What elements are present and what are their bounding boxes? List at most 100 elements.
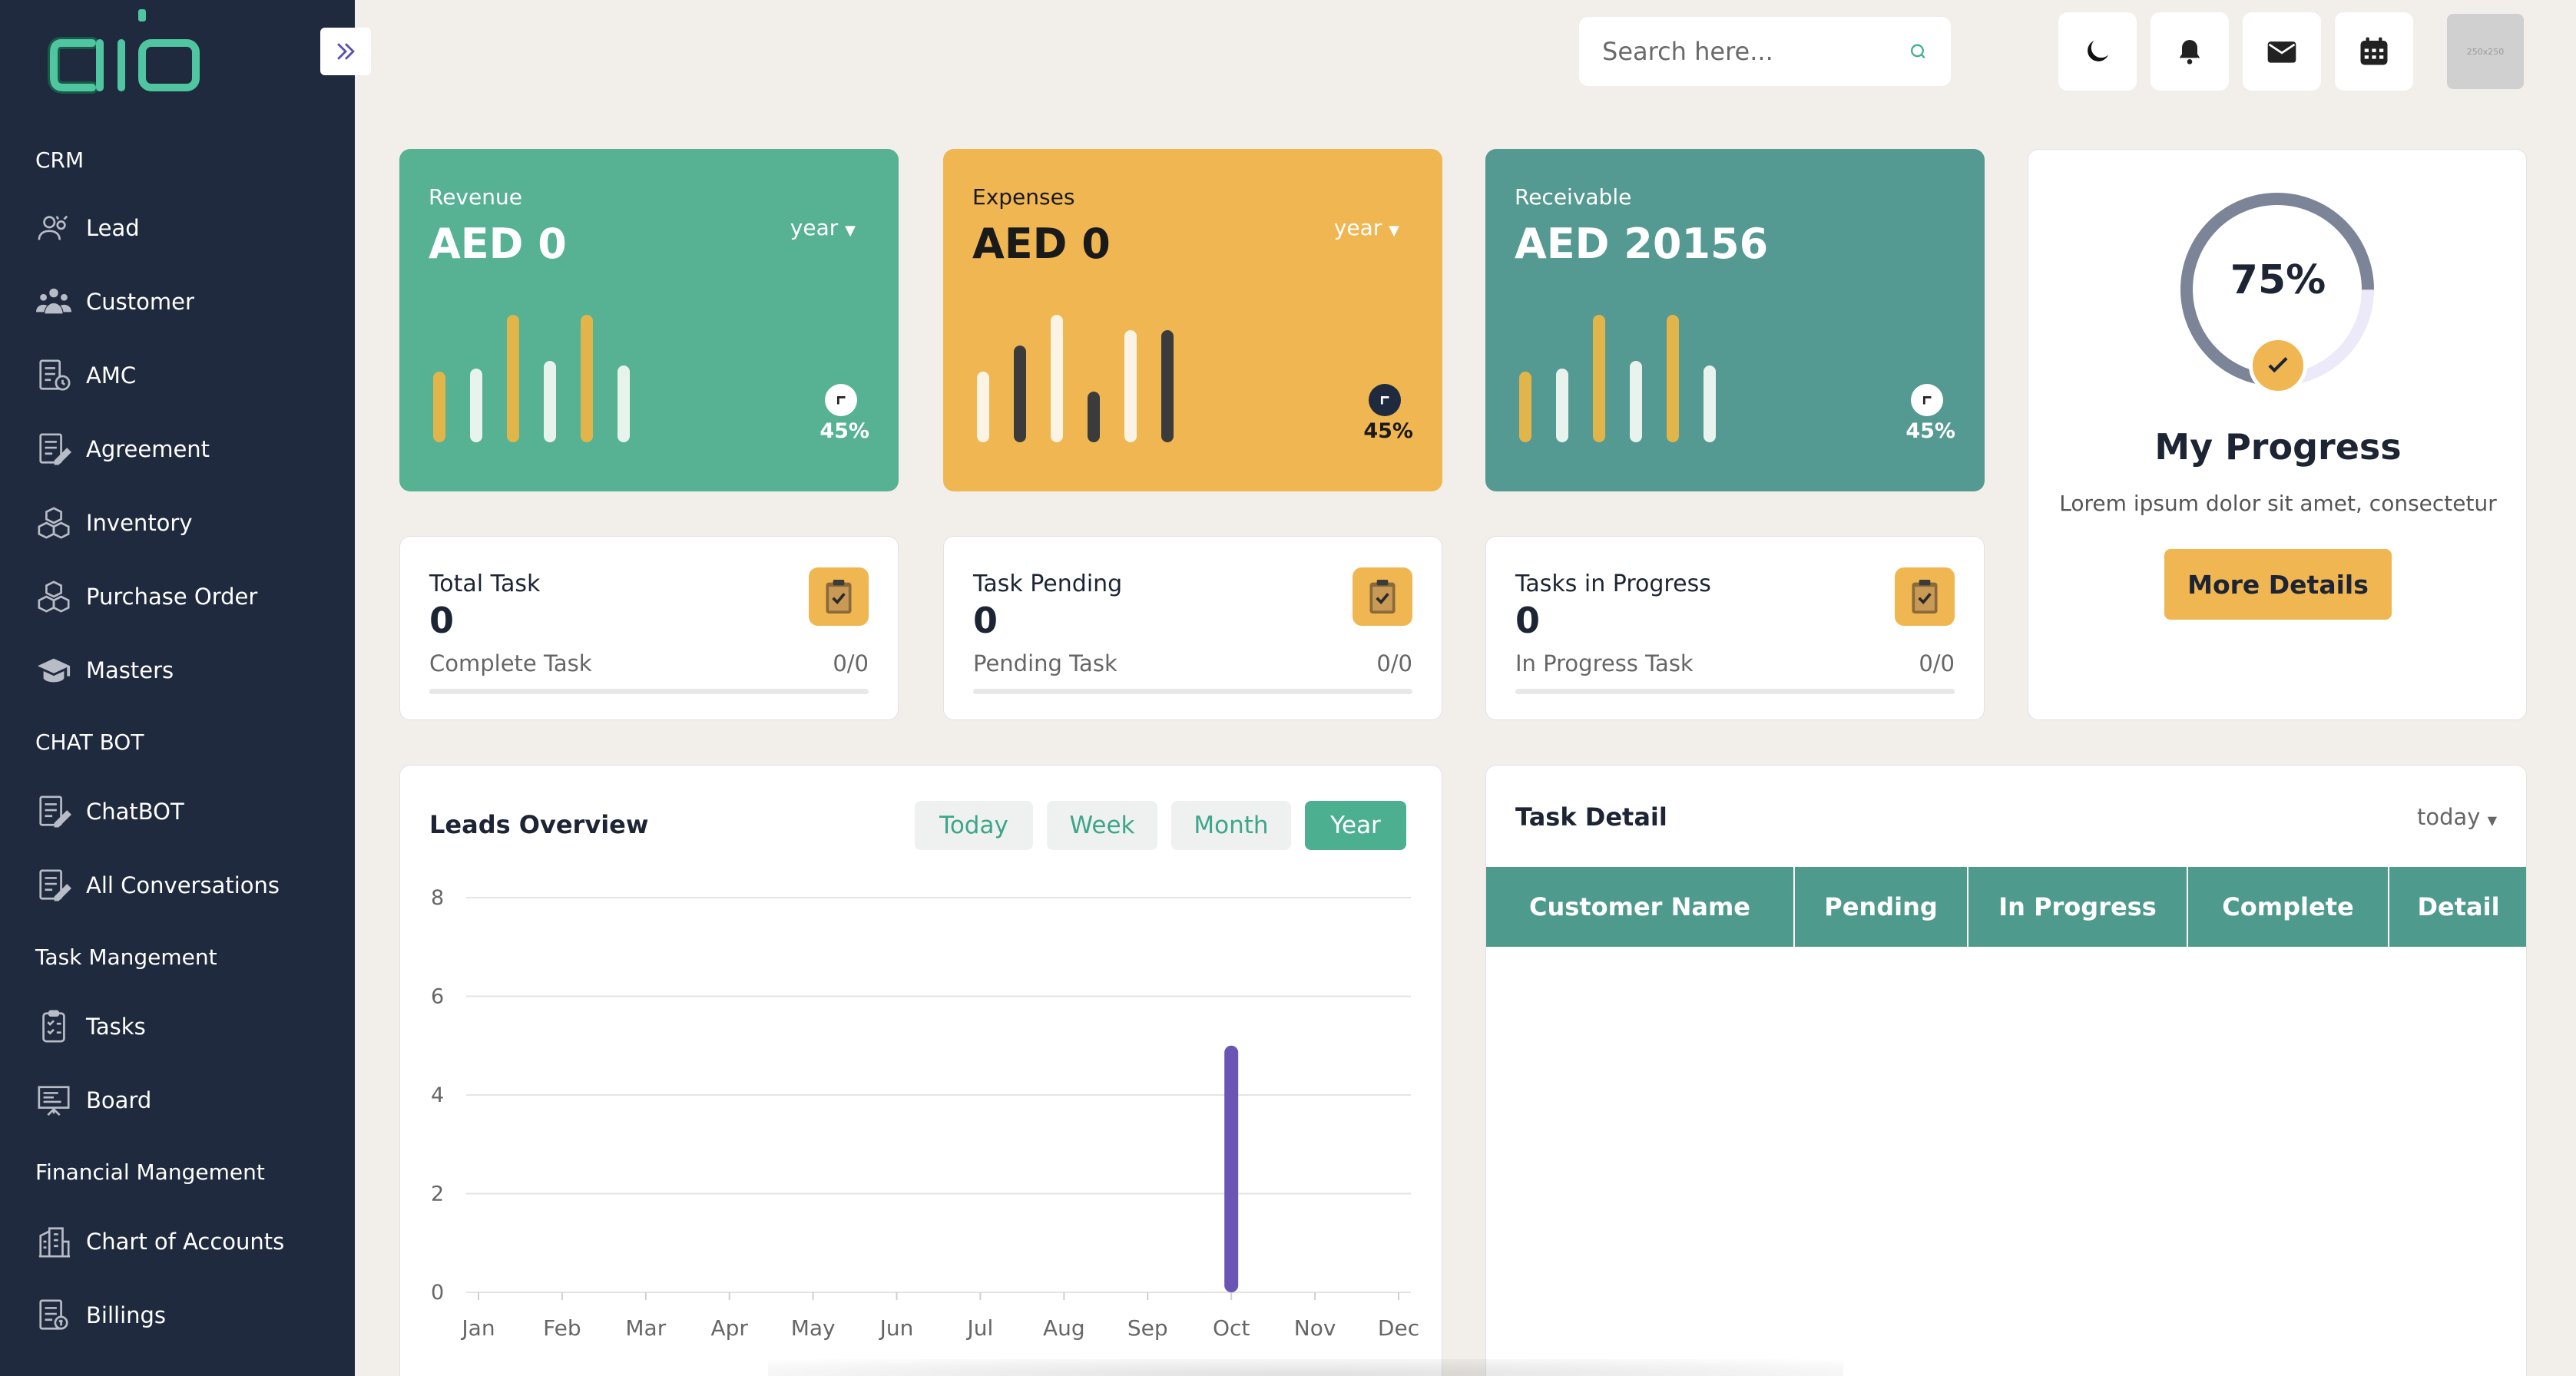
filter-year-button[interactable]: Year — [1305, 801, 1406, 850]
total-task-progress-bar — [429, 689, 869, 694]
tasks-in-progress-progress-bar — [1515, 689, 1955, 694]
filter-week-button[interactable]: Week — [1047, 801, 1157, 850]
y-tick-label: 8 — [431, 886, 444, 910]
tasks-in-progress-title: Tasks in Progress — [1515, 571, 1711, 597]
y-tick-label: 4 — [431, 1083, 444, 1107]
column-header-pending[interactable]: Pending — [1795, 867, 1968, 947]
task-pending-ratio: 0/0 — [1376, 650, 1412, 676]
sidebar-item-label: Masters — [86, 657, 174, 683]
sidebar-section-task-mangement: Task Mangement — [35, 944, 217, 970]
leads-overview-card: Leads Overview Today Week Month Year 0 2 4… — [399, 765, 1442, 1376]
column-header-in-progress[interactable]: In Progress — [1968, 867, 2188, 947]
revenue-period-dropdown[interactable]: year ▼ — [790, 215, 856, 240]
column-header-detail[interactable]: Detail — [2417, 892, 2500, 921]
expenses-amount: AED 0 — [972, 220, 1111, 268]
x-tick-label: Jul — [966, 1315, 994, 1341]
sidebar-section-chatbot: CHAT BOT — [35, 729, 144, 755]
x-tick-label: Apr — [711, 1315, 749, 1341]
sidebar-item-purchase-order[interactable]: Purchase Order — [35, 571, 257, 622]
sidebar-item-label: Billings — [86, 1302, 167, 1328]
sidebar-item-tasks[interactable]: Tasks — [35, 1001, 146, 1052]
sidebar-item-chart-of-accounts[interactable]: Chart of Accounts — [35, 1216, 284, 1267]
sidebar-item-label: All Conversations — [86, 872, 280, 898]
sidebar-item-all-conversations[interactable]: All Conversations — [35, 860, 280, 911]
task-detail-period-dropdown[interactable]: today ▼ — [2417, 804, 2497, 830]
app-logo[interactable] — [46, 5, 230, 104]
task-pending-count: 0 — [973, 600, 998, 641]
sidebar-item-amc[interactable]: AMC — [35, 350, 136, 401]
tasks-icon — [35, 1008, 72, 1045]
column-header-customer-name[interactable]: Customer Name — [1486, 867, 1795, 947]
sidebar-item-label: AMC — [86, 362, 137, 389]
amc-icon — [35, 357, 72, 394]
x-tick-label: Mar — [625, 1315, 666, 1341]
expenses-period-dropdown[interactable]: year ▼ — [1333, 215, 1399, 240]
leads-chart: 0 2 4 6 8 Jan Feb Mar Apr May Jun Jul Aug Sep Oct Nov De… — [431, 886, 1419, 1341]
receivable-percent: 45% — [1906, 419, 1955, 443]
arrow-up-right-icon — [1911, 384, 1943, 416]
y-tick-label: 2 — [431, 1182, 444, 1206]
receivable-amount: AED 20156 — [1515, 220, 1769, 268]
sidebar: CRM Lead Customer AMC Agreement Inventor… — [0, 0, 355, 1376]
sidebar-item-chatbot[interactable]: ChatBOT — [35, 786, 184, 837]
more-details-button[interactable]: More Details — [2164, 549, 2392, 620]
sidebar-item-label: Customer — [86, 289, 194, 315]
sidebar-item-label: Tasks — [86, 1014, 146, 1040]
x-tick-label: Jun — [879, 1315, 914, 1341]
sidebar-toggle-button[interactable] — [320, 28, 371, 75]
sidebar-item-label: ChatBOT — [86, 799, 184, 825]
filter-today-button[interactable]: Today — [915, 801, 1033, 850]
clipboard-check-icon — [809, 567, 869, 626]
expenses-card: Expenses AED 0 year ▼ 45% — [943, 149, 1442, 491]
customer-icon — [35, 283, 72, 320]
my-progress-card: 75% My Progress Lorem ipsum dolor sit am… — [2028, 149, 2527, 720]
sidebar-item-customer[interactable]: Customer — [35, 276, 194, 327]
total-task-card: Total Task 0 Complete Task 0/0 — [399, 536, 899, 720]
receivable-mini-bars — [1519, 315, 1716, 442]
moon-icon — [2088, 41, 2108, 61]
conversations-icon — [35, 867, 72, 904]
messages-button[interactable] — [2243, 12, 2321, 91]
lead-icon — [35, 210, 72, 246]
search-icon[interactable] — [1909, 37, 1928, 66]
sidebar-item-inventory[interactable]: Inventory — [35, 498, 193, 548]
chatbot-icon — [35, 793, 72, 830]
sidebar-item-agreement[interactable]: Agreement — [35, 424, 210, 475]
column-header-complete[interactable]: Complete — [2188, 867, 2389, 947]
total-task-ratio: 0/0 — [833, 650, 869, 676]
user-avatar[interactable]: 250x250 — [2447, 14, 2524, 89]
clipboard-check-icon — [1895, 567, 1955, 626]
tasks-in-progress-ratio: 0/0 — [1919, 650, 1955, 676]
revenue-card: Revenue AED 0 year ▼ 45% — [399, 149, 899, 491]
theme-toggle-button[interactable] — [2058, 12, 2137, 91]
accounts-icon — [35, 1223, 72, 1260]
y-tick-label: 6 — [431, 985, 444, 1009]
task-pending-title: Task Pending — [973, 571, 1123, 597]
expenses-percent: 45% — [1363, 419, 1413, 443]
revenue-mini-bars — [433, 315, 630, 442]
receivable-card: Receivable AED 20156 45% — [1485, 149, 1985, 491]
bar-oct[interactable] — [1224, 1045, 1239, 1292]
arrow-up-right-icon — [1369, 384, 1401, 416]
task-detail-card: Task Detail today ▼ Customer Name Pendin… — [1485, 765, 2527, 1376]
tasks-in-progress-sub: In Progress Task — [1515, 650, 1694, 676]
sidebar-item-label: Agreement — [86, 436, 210, 462]
x-tick-label: Oct — [1213, 1315, 1250, 1341]
masters-icon — [35, 652, 72, 689]
task-detail-table-header: Customer Name Pending In Progress Comple… — [1486, 867, 2526, 947]
notifications-button[interactable] — [2151, 12, 2229, 91]
filter-month-button[interactable]: Month — [1171, 801, 1291, 850]
sidebar-item-masters[interactable]: Masters — [35, 645, 174, 696]
x-tick-label: Jan — [460, 1315, 495, 1341]
search-input[interactable] — [1602, 37, 1909, 66]
sidebar-item-billings[interactable]: Billings — [35, 1290, 166, 1341]
search-bar — [1579, 17, 1951, 86]
inventory-icon — [35, 504, 72, 541]
sidebar-item-board[interactable]: Board — [35, 1075, 151, 1126]
expenses-label: Expenses — [972, 184, 1075, 210]
calendar-button[interactable] — [2335, 12, 2413, 91]
sidebar-item-lead[interactable]: Lead — [35, 203, 140, 253]
caret-down-icon: ▼ — [1389, 223, 1399, 239]
sidebar-item-label: Inventory — [86, 510, 193, 536]
tasks-in-progress-count: 0 — [1515, 600, 1541, 641]
